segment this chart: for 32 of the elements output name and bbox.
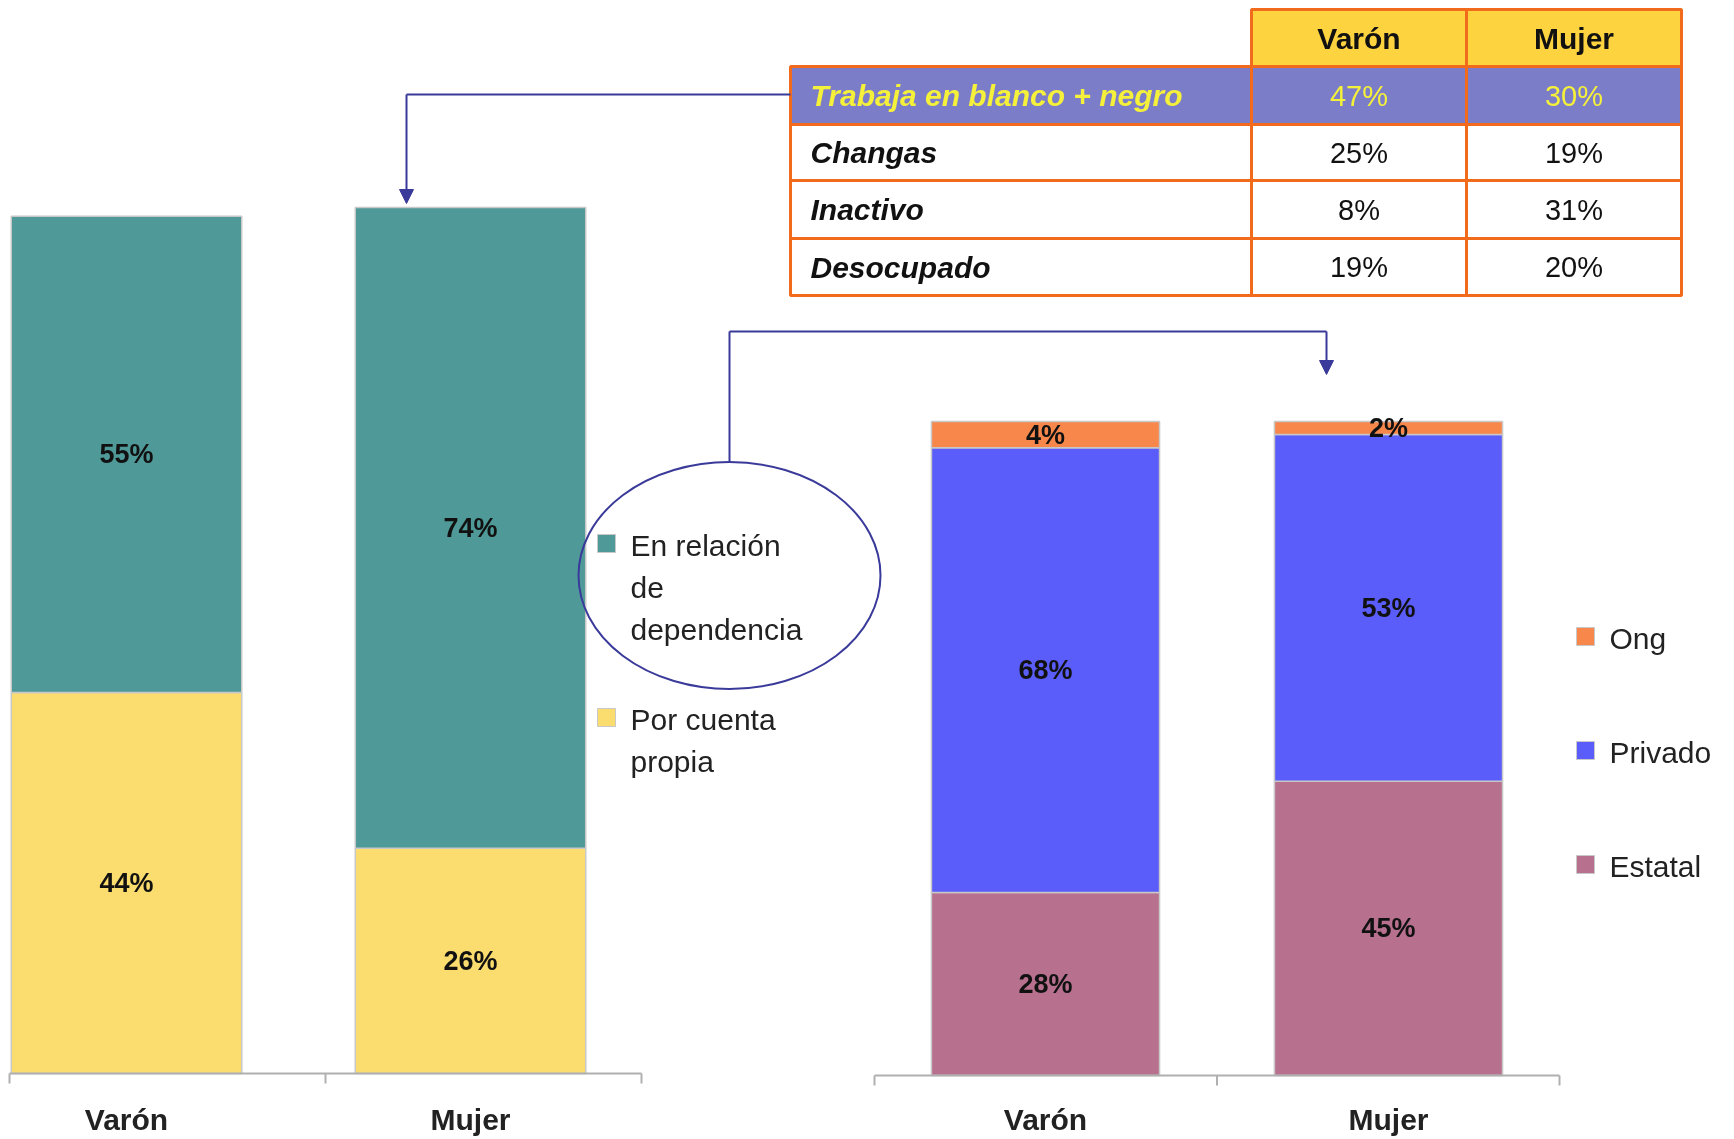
- series-label: Varón: [1317, 21, 1401, 55]
- data-label: 45%: [1361, 913, 1416, 944]
- category-label: Changas: [810, 136, 938, 169]
- legend-label: Estatal: [1609, 850, 1702, 883]
- data-label: 55%: [99, 439, 154, 470]
- data-label: 8%: [1338, 193, 1380, 226]
- data-label: 25%: [1329, 136, 1389, 169]
- data-label: 19%: [1329, 251, 1389, 283]
- x-tick-label: Varón: [1003, 1103, 1088, 1136]
- data-label: 30%: [1544, 79, 1604, 112]
- legend-label: Ong: [1609, 622, 1667, 655]
- x-tick-label: Mujer: [1348, 1103, 1429, 1136]
- data-label: 68%: [1018, 655, 1073, 686]
- series-label: Mujer: [1534, 21, 1615, 55]
- legend-label: Privado: [1609, 736, 1712, 769]
- x-tick-label: Mujer: [430, 1103, 511, 1136]
- category-label: Desocupado: [810, 250, 991, 284]
- legend-label: En relación de dependencia: [630, 529, 803, 646]
- x-tick-label: Varón: [84, 1103, 169, 1136]
- category-label: Inactivo: [810, 193, 924, 226]
- data-label: 19%: [1544, 136, 1604, 169]
- data-label: 31%: [1544, 193, 1604, 226]
- data-label: 53%: [1361, 592, 1416, 623]
- data-label: 20%: [1544, 251, 1604, 283]
- data-label: 26%: [443, 945, 498, 976]
- data-label: 47%: [1329, 79, 1389, 112]
- data-label: 44%: [99, 867, 154, 898]
- legend-label: Por cuenta propia: [630, 703, 776, 778]
- data-label: 4%: [1025, 419, 1066, 450]
- data-label: 74%: [443, 512, 498, 543]
- category-label: Trabaja en blanco + negro: [810, 79, 1183, 112]
- data-label: 28%: [1018, 968, 1073, 999]
